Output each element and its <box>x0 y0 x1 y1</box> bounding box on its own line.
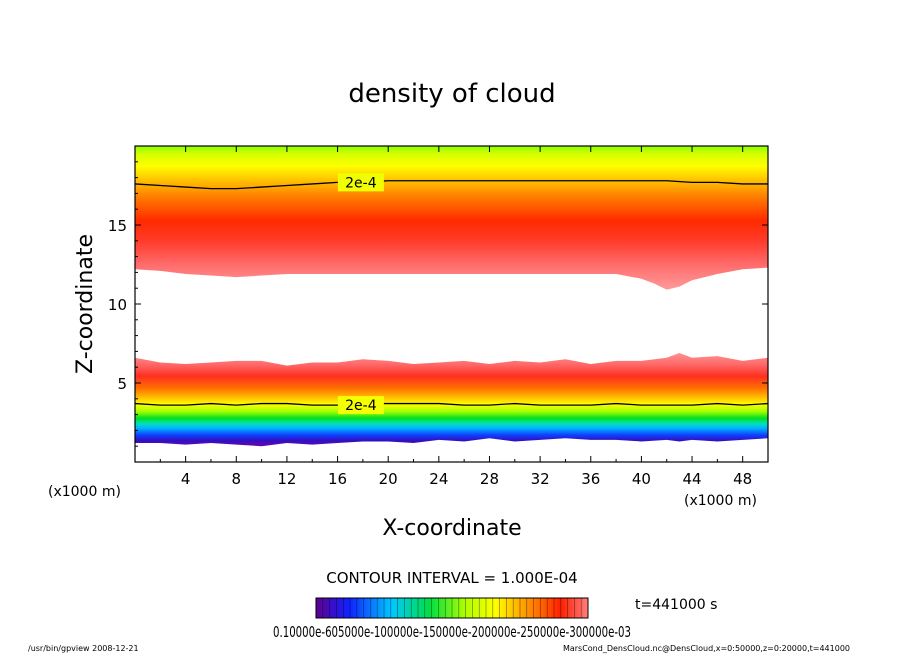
x-tick-label: 24 <box>429 470 448 488</box>
chart-title: density of cloud <box>348 79 555 109</box>
x-axis-unit-right: (x1000 m) <box>684 493 757 509</box>
lower-cloud-band <box>135 352 768 447</box>
footer-right: MarsCond_DensCloud.nc@DensCloud,x=0:5000… <box>563 644 850 653</box>
x-tick-label: 20 <box>379 470 398 488</box>
y-axis: 5 10 15 <box>108 161 768 447</box>
contour-label-bg <box>337 396 384 415</box>
x-tick-label: 16 <box>328 470 347 488</box>
x-tick-label: 40 <box>632 470 651 488</box>
x-tick-label: 4 <box>181 470 191 488</box>
x-tick-label: 28 <box>480 470 499 488</box>
y-tick-label: 5 <box>117 375 127 393</box>
contour-label: 2e-4 <box>345 398 377 414</box>
y-axis-label: Z-coordinate <box>73 234 98 374</box>
colorbar-ticks <box>322 598 582 618</box>
contour-label: 2e-4 <box>345 175 377 191</box>
plot-area: 2e-4 2e-4 <box>135 146 768 447</box>
footer-left: /usr/bin/gpview 2008-12-21 <box>28 644 139 653</box>
time-label: t=441000 s <box>635 597 717 613</box>
x-tick-label: 44 <box>682 470 701 488</box>
contour-line <box>135 180 768 190</box>
x-axis-label: X-coordinate <box>382 516 521 541</box>
x-tick-label: 36 <box>581 470 600 488</box>
upper-cloud-band <box>135 146 768 290</box>
x-tick-label: 48 <box>733 470 752 488</box>
x-tick-label: 32 <box>531 470 550 488</box>
contour-label-bg <box>337 173 384 192</box>
y-tick-label: 15 <box>108 217 127 235</box>
contour-interval-text: CONTOUR INTERVAL = 1.000E-04 <box>326 569 577 587</box>
colorbar-labels: 0.10000e-605000e-100000e-150000e-200000e… <box>273 623 631 641</box>
y-tick-label: 10 <box>108 296 127 314</box>
contour-lines: 2e-4 2e-4 <box>135 173 768 415</box>
x-tick-label: 8 <box>232 470 242 488</box>
x-axis: 4 8 12 16 20 24 28 32 36 40 44 48 <box>159 146 752 488</box>
x-axis-unit-left: (x1000 m) <box>48 484 121 500</box>
x-tick-label: 12 <box>277 470 296 488</box>
contour-line <box>135 402 768 406</box>
